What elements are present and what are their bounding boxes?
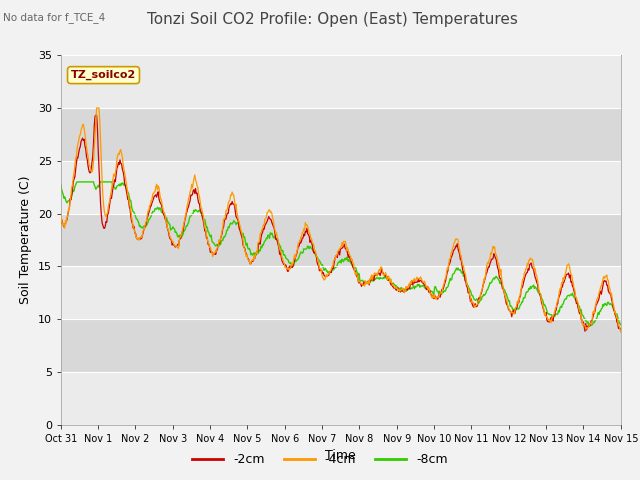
Bar xyxy=(61,214,621,266)
Y-axis label: Soil Temperature (C): Soil Temperature (C) xyxy=(19,176,32,304)
Bar xyxy=(61,55,621,108)
X-axis label: Time: Time xyxy=(325,449,356,462)
Text: Tonzi Soil CO2 Profile: Open (East) Temperatures: Tonzi Soil CO2 Profile: Open (East) Temp… xyxy=(147,12,518,27)
Text: TZ_soilco2: TZ_soilco2 xyxy=(71,70,136,80)
Text: No data for f_TCE_4: No data for f_TCE_4 xyxy=(3,12,106,23)
Bar xyxy=(61,161,621,214)
Bar xyxy=(61,319,621,372)
Bar xyxy=(61,108,621,161)
Legend: -2cm, -4cm, -8cm: -2cm, -4cm, -8cm xyxy=(187,448,453,471)
Bar xyxy=(61,372,621,425)
Bar xyxy=(61,266,621,319)
